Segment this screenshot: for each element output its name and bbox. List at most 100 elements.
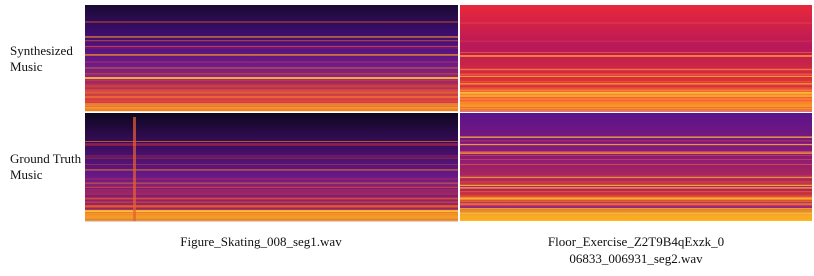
spectrogram-band <box>460 175 812 177</box>
spectrogram-band <box>85 110 458 112</box>
spectrogram-band <box>85 213 458 221</box>
spectrogram-band <box>460 103 812 111</box>
spectrogram-band <box>460 206 812 208</box>
spectrogram-band <box>85 95 458 98</box>
spectrogram-band <box>460 55 812 57</box>
spectrogram-band <box>85 54 458 56</box>
spectrogram-band <box>460 195 812 198</box>
spectrogram-band <box>460 204 812 207</box>
spectrogram-band <box>460 198 812 200</box>
spectrogram-band <box>460 73 812 75</box>
spectrogram-band <box>85 97 458 99</box>
spectrogram-band <box>460 40 812 42</box>
spectrogram-band <box>85 91 458 94</box>
spectrogram-band <box>460 182 812 184</box>
spectrogram-band <box>460 150 812 152</box>
spectrogram-band <box>460 91 812 93</box>
spectrogram-band <box>460 198 812 201</box>
spectrogram-band <box>460 159 812 160</box>
spectrogram-band <box>85 141 458 142</box>
spectrogram-band <box>460 72 812 74</box>
spectrogram-band <box>85 84 458 86</box>
spectrogram-band <box>460 197 812 199</box>
spectrogram-band <box>85 45 458 48</box>
spectrogram-band <box>85 67 458 69</box>
column-caption: Floor_Exercise_Z2T9B4qExzk_0 <box>548 234 724 249</box>
spectrogram-band <box>460 140 812 142</box>
spectrogram-band <box>460 69 812 71</box>
spectrogram-band <box>85 186 458 188</box>
spectrogram-band <box>460 213 812 221</box>
spectrogram-band <box>460 203 812 205</box>
spectrogram-band <box>85 189 458 191</box>
spectrogram-band <box>85 61 458 63</box>
spectrogram-band <box>460 55 812 57</box>
spectrogram-band <box>460 187 812 189</box>
spectrogram-onset <box>133 117 136 221</box>
spectrogram-band <box>85 96 458 98</box>
spectrogram-band <box>460 181 812 183</box>
spectrogram-band <box>85 187 458 189</box>
spectrogram-band <box>460 191 812 193</box>
spectrogram-band <box>85 207 458 210</box>
spectrogram-band <box>460 98 812 100</box>
spectrogram-band <box>460 68 812 70</box>
spectrogram-band <box>85 40 458 42</box>
spectrogram-band <box>85 198 458 200</box>
spectrogram-band <box>460 84 812 86</box>
spectrogram-band <box>85 21 458 23</box>
row-label: Synthesized <box>10 43 73 58</box>
spectrogram-band <box>460 151 812 153</box>
column-caption: Figure_Skating_008_seg1.wav <box>180 234 342 249</box>
spectrogram-band <box>85 145 458 146</box>
spectrogram-band <box>85 209 458 211</box>
spectrogram-band <box>85 80 458 81</box>
spectrogram-band <box>460 95 812 98</box>
spectrogram-band <box>460 94 812 96</box>
spectrogram-band <box>460 89 812 91</box>
spectrogram-band <box>460 155 812 156</box>
spectrogram-band <box>85 103 458 111</box>
spectrogram-band <box>460 85 812 87</box>
spectrogram-band <box>85 75 458 77</box>
spectrogram-band <box>460 110 812 112</box>
spectrogram-band <box>85 210 458 213</box>
spectrogram-band <box>460 194 812 196</box>
spectrogram-band <box>85 99 458 102</box>
spectrogram-band <box>460 96 812 98</box>
spectrogram-band <box>460 184 812 186</box>
spectrogram-band <box>85 36 458 38</box>
spectrogram-band <box>460 90 812 91</box>
spectrogram-band <box>85 100 458 102</box>
spectrogram-band <box>85 101 458 103</box>
spectrogram <box>460 113 812 221</box>
spectrogram-band <box>85 178 458 180</box>
spectrogram-band <box>460 176 812 179</box>
spectrogram-band <box>460 100 812 102</box>
spectrogram-band <box>460 152 812 154</box>
spectrogram-band <box>85 199 458 201</box>
spectrogram-band <box>85 86 458 88</box>
spectrogram-band <box>85 155 458 157</box>
spectrogram-band <box>85 203 458 205</box>
spectrogram-band <box>460 207 812 209</box>
spectrogram-band <box>85 143 458 145</box>
spectrogram-band <box>460 208 812 209</box>
spectrogram-band <box>85 93 458 95</box>
spectrogram-band <box>85 157 458 159</box>
spectrogram-band <box>85 202 458 204</box>
spectrogram-band <box>85 95 458 97</box>
spectrogram-band <box>85 89 458 92</box>
spectrogram-band <box>85 205 458 207</box>
spectrogram-band <box>460 52 812 53</box>
spectrogram-band <box>460 81 812 82</box>
column-caption: 06833_006931_seg2.wav <box>569 251 703 266</box>
spectrogram-band <box>85 164 458 165</box>
spectrogram-band <box>85 195 458 197</box>
spectrogram-band <box>85 182 458 185</box>
spectrogram-band <box>460 164 812 165</box>
spectrogram-texture <box>85 21 812 222</box>
